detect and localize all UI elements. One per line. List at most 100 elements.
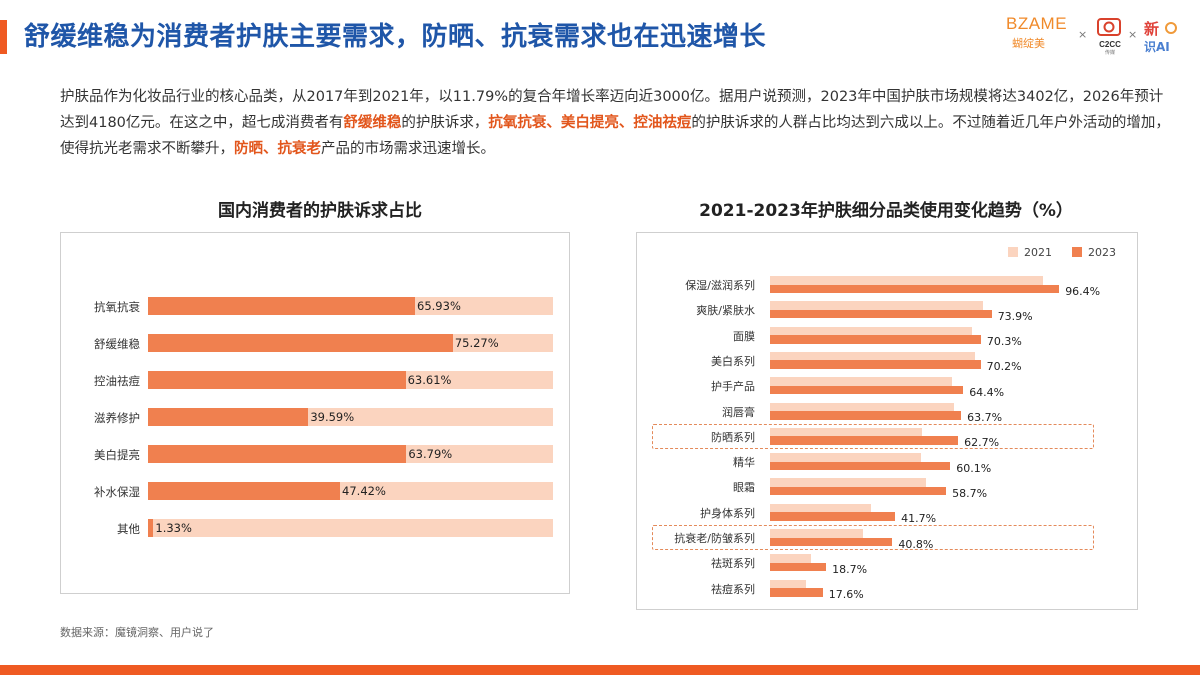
bar-2021 xyxy=(770,478,927,487)
bar-2021 xyxy=(770,402,954,411)
bar-2021 xyxy=(770,276,1043,285)
bar-value-label: 58.7% xyxy=(952,486,988,500)
data-source-note: 数据来源：魔镜洞察、用户说了 xyxy=(60,626,214,639)
bar xyxy=(148,445,407,463)
c2cc-logo-subtext: 传媒 xyxy=(1105,49,1115,56)
bar-value-label: 75.27% xyxy=(454,336,499,350)
bar-category-label: 美白提亮 xyxy=(94,448,140,462)
bar-category-label: 补水保湿 xyxy=(94,485,140,499)
bar-value-label: 64.4% xyxy=(969,385,1005,399)
highlight-box xyxy=(652,423,1094,450)
bar-category-label: 润唇膏 xyxy=(722,405,755,419)
legend-label: 2023 xyxy=(1088,246,1116,259)
bar-2023 xyxy=(770,385,964,395)
legend-label: 2021 xyxy=(1024,246,1052,259)
bar-2021 xyxy=(770,377,953,386)
xin-logo-text: 新 xyxy=(1144,20,1159,38)
bar-2023 xyxy=(770,335,981,344)
bar-value-label: 41.7% xyxy=(901,512,937,526)
partner-logos: BZAME 蝴绽美 × C2CC 传媒 × 新 识AI xyxy=(1000,12,1190,58)
c2cc-logo-text: C2CC xyxy=(1099,40,1121,49)
bar-category-label: 美白系列 xyxy=(711,354,755,368)
intro-highlight-2: 抗氧抗衰、美白提亮、控油祛痘 xyxy=(488,115,692,131)
logo-separator: × xyxy=(1078,28,1088,41)
bar-2021 xyxy=(770,351,976,361)
intro-highlight-3: 防晒、抗衰老 xyxy=(234,141,321,157)
logo-separator-2: × xyxy=(1128,28,1138,41)
bar-category-label: 面膜 xyxy=(733,329,755,343)
bar-2023 xyxy=(770,284,1060,293)
bar-value-label: 18.7% xyxy=(832,562,868,576)
bar-category-label: 控油祛痘 xyxy=(94,374,140,388)
bar-2021 xyxy=(770,579,807,589)
bar-category-label: 其他 xyxy=(117,522,140,536)
bar-value-label: 70.2% xyxy=(986,360,1022,374)
bar-category-label: 眼霜 xyxy=(733,481,755,495)
bar-category-label: 防晒系列 xyxy=(711,430,755,444)
bar-2023 xyxy=(770,309,992,319)
bar xyxy=(148,371,406,389)
bar-category-label: 祛斑系列 xyxy=(711,557,755,571)
bar-2023 xyxy=(770,360,981,369)
intro-paragraph: 护肤品作为化妆品行业的核心品类，从2017年到2021年，以11.79%的复合年… xyxy=(60,84,1170,162)
legend-swatch xyxy=(1072,247,1082,257)
bar-2023 xyxy=(770,486,947,496)
highlight-box xyxy=(652,525,1094,551)
bar xyxy=(148,334,453,352)
bar-value-label: 60.1% xyxy=(956,461,992,475)
bar-2021 xyxy=(770,554,811,563)
bar xyxy=(148,297,416,315)
bar-value-label: 73.9% xyxy=(997,309,1033,323)
bzame-logo-sub: 蝴绽美 xyxy=(1012,37,1045,50)
bar-2021 xyxy=(770,301,983,310)
c2cc-logo-icon: C2CC 传媒 xyxy=(1097,18,1121,56)
bar-category-label: 保湿/滋润系列 xyxy=(685,279,755,292)
bar xyxy=(148,408,309,426)
bar-category-label: 精华 xyxy=(733,456,755,470)
bar-2021 xyxy=(770,427,922,437)
footer-accent-bar xyxy=(0,665,1200,675)
bar-category-label: 祛痘系列 xyxy=(711,582,755,596)
bar xyxy=(148,482,341,500)
bar-category-label: 滋养修护 xyxy=(94,411,140,425)
bar-2023 xyxy=(770,562,827,572)
xin-logo-subtext: 识AI xyxy=(1144,40,1170,54)
bar-category-label: 护身体系列 xyxy=(700,506,755,520)
intro-text-2: 的护肤诉求， xyxy=(401,115,489,131)
bar-value-label: 39.59% xyxy=(310,410,355,424)
bar-value-label: 63.7% xyxy=(967,411,1003,424)
bar-value-label: 96.4% xyxy=(1065,284,1101,298)
bar-2023 xyxy=(770,461,951,471)
intro-text-4: 产品的市场需求迅速增长。 xyxy=(321,141,495,157)
bar-value-label: 70.3% xyxy=(986,335,1022,349)
bar-value-label: 40.8% xyxy=(898,537,934,551)
bar-2021 xyxy=(770,326,972,336)
intro-text-3: 的护肤诉求的人群占比均达到六成以上。不过随着近几年户外活动的增加，使得抗光老需求… xyxy=(60,115,1170,157)
legend-swatch xyxy=(1008,247,1018,257)
bar-2023 xyxy=(770,537,893,546)
bar-value-label: 65.93% xyxy=(417,299,461,313)
xin-logo-icon: 新 识AI xyxy=(1144,20,1177,54)
bar-2023 xyxy=(770,436,959,445)
bar-category-label: 舒缓维稳 xyxy=(94,337,140,351)
bar-value-label: 62.7% xyxy=(964,436,1000,450)
bar xyxy=(148,519,154,537)
bar-value-label: 1.33% xyxy=(155,521,192,535)
left-chart-title: 国内消费者的护肤诉求占比 xyxy=(218,201,422,221)
legend-item: 2021 xyxy=(1008,246,1052,259)
bar-value-label: 63.79% xyxy=(408,447,453,461)
page-title: 舒缓维稳为消费者护肤主要需求，防晒、抗衰需求也在迅速增长 xyxy=(24,22,767,52)
bar-category-label: 护手产品 xyxy=(711,380,755,394)
bar-2023 xyxy=(770,588,823,597)
bar-value-label: 47.42% xyxy=(342,484,386,498)
title-accent-bar xyxy=(0,20,7,54)
bar-2021 xyxy=(770,503,872,513)
intro-text-1: 护肤品作为化妆品行业的核心品类，从2017年到2021年，以11.79%的复合年… xyxy=(60,89,1164,131)
bar-value-label: 17.6% xyxy=(828,588,864,602)
intro-highlight-1: 舒缓维稳 xyxy=(343,115,402,131)
bar-2021 xyxy=(770,529,863,538)
bzame-logo: BZAME xyxy=(1006,14,1068,33)
bar-2021 xyxy=(770,453,921,462)
right-chart-panel xyxy=(636,232,1138,610)
bar-2023 xyxy=(770,512,896,521)
